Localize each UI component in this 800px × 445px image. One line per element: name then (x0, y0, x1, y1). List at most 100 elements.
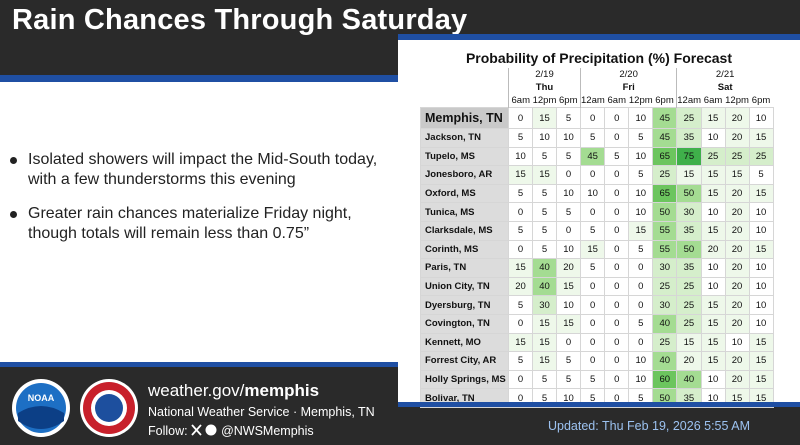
day: Fri (579, 81, 677, 94)
pop-cell: 0 (508, 202, 533, 222)
location: Paris, TN (420, 258, 509, 278)
bullet-panel: Isolated showers will impact the Mid-Sou… (0, 82, 398, 365)
pop-cell: 0 (604, 313, 630, 334)
pop-cell: 10 (700, 202, 726, 222)
pop-cell: 0 (604, 295, 630, 315)
pop-cell: 20 (724, 220, 750, 241)
bullet-list: Isolated showers will impact the Mid-Sou… (10, 150, 380, 258)
time: 6am (508, 94, 533, 108)
logos: NOAA (12, 379, 138, 437)
time: 6pm (751, 95, 771, 106)
pop-cell: 5 (508, 351, 533, 371)
pop-cell: 65 (652, 183, 678, 204)
row: Tunica, MS 0 5 5 0 0 10 50 30 10 20 10 (420, 202, 774, 222)
pop-cell: 0 (604, 351, 630, 371)
stripe (0, 362, 398, 367)
blank (421, 94, 509, 108)
time: 12am (579, 94, 605, 108)
pop-cell: 5 (532, 146, 557, 167)
pop-cell: 25 (724, 146, 750, 167)
pop-cell: 50 (676, 183, 702, 204)
footer: NOAA weather.gov/memphis National Weathe… (0, 365, 800, 445)
pop-cell: 5 (628, 165, 654, 185)
pop-cell: 35 (676, 258, 702, 278)
pop-cell: 0 (604, 332, 630, 353)
pop-cell: 20 (724, 276, 750, 297)
location: Holly Springs, MS (420, 369, 509, 390)
location: Jackson, TN (420, 128, 509, 148)
pop-cell: 30 (652, 258, 678, 278)
updated: Updated: Thu Feb 19, 2026 5:55 AM (548, 419, 750, 433)
time: 12pm (532, 95, 557, 106)
pop-cell: 15 (556, 313, 581, 334)
pop-cell: 10 (748, 107, 774, 129)
pop-cell: 5 (508, 128, 533, 148)
pop-cell: 50 (652, 202, 678, 222)
row: Memphis, TN 0 15 5 0 0 10 45 25 15 20 10 (420, 107, 774, 129)
website: weather.gov/memphis (148, 381, 319, 401)
day: Sat (676, 81, 774, 94)
pop-cell: 20 (676, 351, 702, 371)
pop-cell: 15 (700, 313, 726, 334)
pop-cell: 10 (724, 332, 750, 353)
row: Dyersburg, TN 5 30 10 0 0 0 30 25 15 20 10 (420, 295, 774, 315)
pop-cell: 0 (604, 369, 630, 390)
pop-cell: 10 (628, 351, 654, 371)
pop-cell: 5 (532, 220, 557, 241)
location: Dyersburg, TN (420, 295, 509, 315)
location: Clarksdale, MS (420, 220, 509, 241)
pop-cell: 15 (700, 107, 726, 129)
date-row: 2/19 2/20 2/21 (421, 68, 774, 81)
pop-cell: 5 (556, 202, 581, 222)
pop-cell: 5 (508, 183, 533, 204)
pop-cell: 15 (700, 183, 726, 204)
pop-cell: 60 (652, 369, 678, 390)
table-title: Probability of Precipitation (%) Forecas… (465, 50, 733, 66)
pop-cell: 15 (532, 332, 557, 353)
pop-cell: 0 (604, 165, 630, 185)
pop-cell: 65 (652, 146, 678, 167)
pop-cell: 20 (724, 183, 750, 204)
pop-cell: 0 (508, 107, 533, 129)
pop-cell: 45 (579, 146, 606, 167)
fb-icon (205, 424, 217, 436)
pop-cell: 5 (556, 351, 581, 371)
pop-cell: 20 (724, 369, 750, 390)
pop-cell: 15 (532, 107, 557, 129)
location: Tupelo, MS (420, 146, 509, 167)
pop-cell: 25 (700, 146, 726, 167)
pop-cell: 15 (700, 332, 726, 353)
pop-cell: 0 (628, 332, 654, 353)
location: Oxford, MS (420, 183, 509, 204)
pop-cell: 10 (748, 295, 774, 315)
time: 12am (676, 94, 702, 108)
location: Jonesboro, AR (420, 165, 509, 185)
site-prefix: weather.gov/ (148, 381, 245, 400)
pop-cell: 20 (508, 276, 533, 297)
pop-cell: 75 (676, 146, 702, 167)
pop-cell: 10 (556, 295, 581, 315)
pop-cell: 10 (700, 258, 726, 278)
pop-cell: 20 (556, 258, 581, 278)
pop-cell: 15 (676, 332, 702, 353)
pop-cell: 25 (676, 313, 702, 334)
pop-cell: 15 (508, 332, 533, 353)
pop-cell: 5 (628, 239, 654, 260)
pop-cell: 5 (556, 107, 581, 129)
stripe (398, 402, 800, 407)
pop-cell: 0 (628, 295, 654, 315)
pop-cell: 0 (556, 332, 581, 353)
pop-cell: 15 (676, 165, 702, 185)
pop-cell: 40 (652, 313, 678, 334)
pop-cell: 30 (532, 295, 557, 315)
pop-cell: 0 (508, 313, 533, 334)
pop-cell: 0 (604, 276, 630, 297)
pop-cell: 10 (556, 128, 581, 148)
date: 2/20 (579, 68, 677, 81)
location: Covington, TN (420, 313, 509, 334)
pop-cell: 20 (724, 202, 750, 222)
pop-cell: 0 (579, 276, 606, 297)
pop-cell: 10 (700, 276, 726, 297)
pop-cell: 5 (748, 165, 774, 185)
time: 12pm (628, 95, 653, 106)
